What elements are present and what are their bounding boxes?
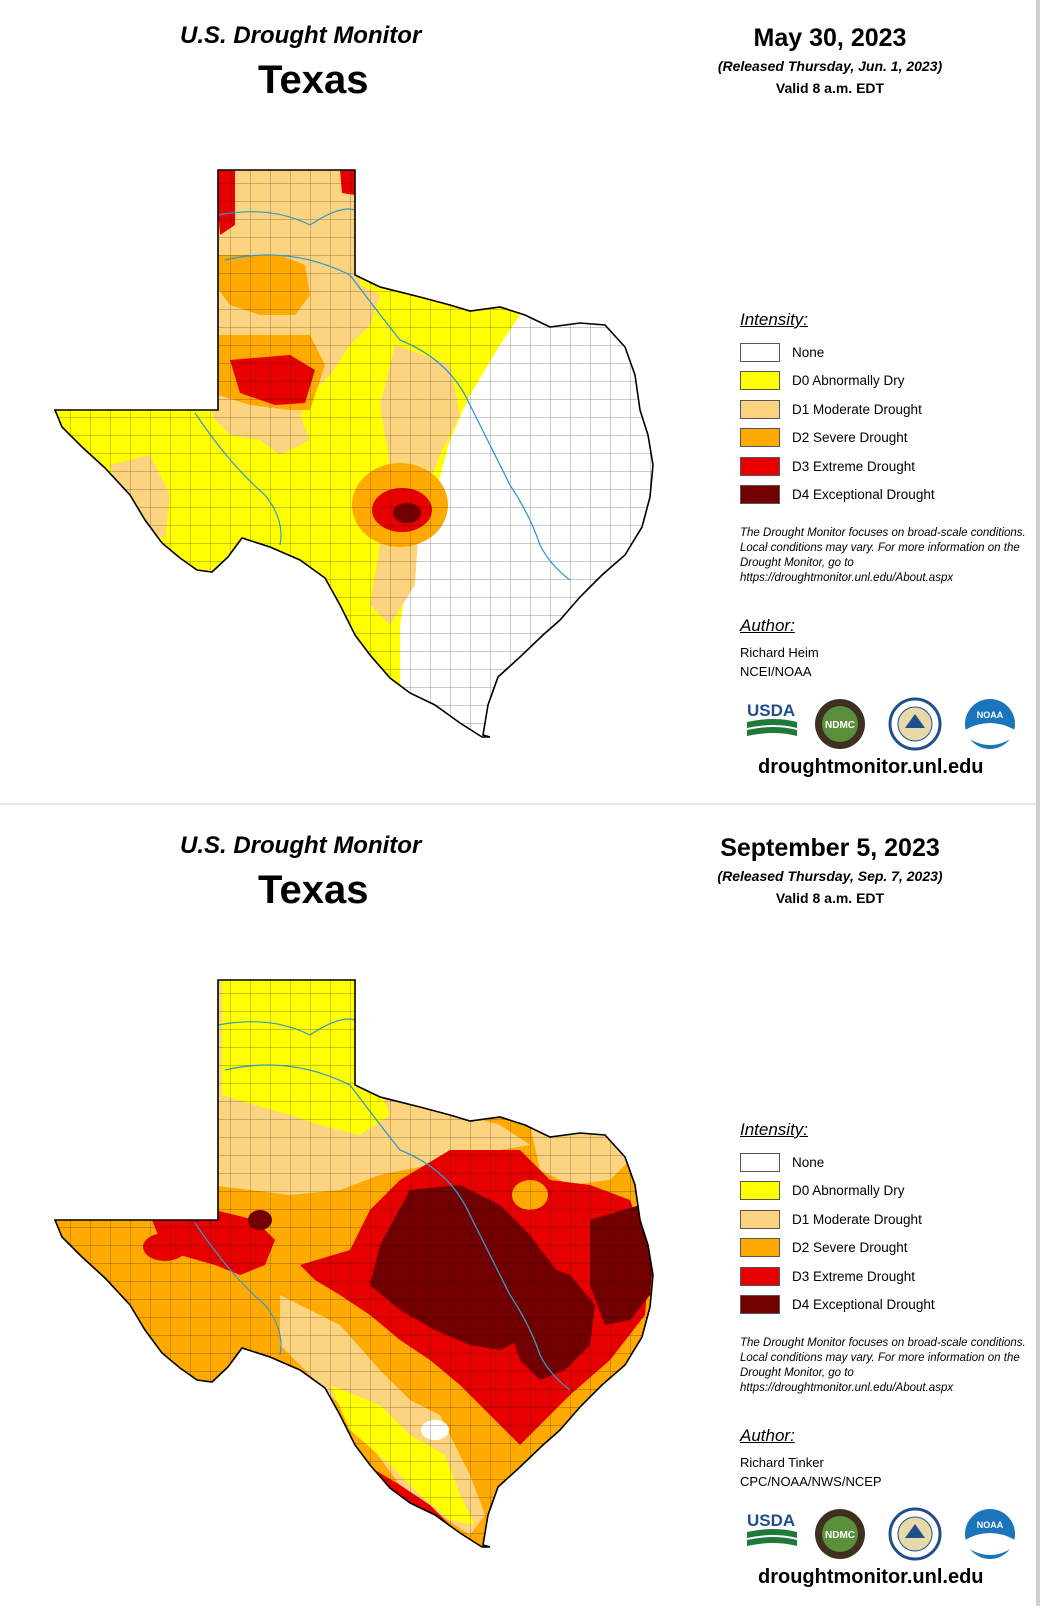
state-title: Texas	[258, 58, 369, 102]
legend-item-d3: D3 Extreme Drought	[740, 1262, 1030, 1291]
author-heading: Author:	[740, 616, 795, 635]
legend-swatch	[740, 1152, 780, 1172]
legend-label: D1 Moderate Drought	[792, 1211, 922, 1227]
texas-map	[53, 169, 654, 738]
legend-item-d0: D0 Abnormally Dry	[740, 1177, 1030, 1206]
author-org: NCEI/NOAA	[740, 664, 812, 679]
legend-item-d3: D3 Extreme Drought	[740, 452, 1030, 481]
legend-item-d4: D4 Exceptional Drought	[740, 1291, 1030, 1320]
map-date: May 30, 2023	[753, 24, 907, 52]
legend-swatch	[740, 1266, 780, 1286]
map-date: September 5, 2023	[720, 834, 940, 862]
author-org: CPC/NOAA/NWS/NCEP	[740, 1474, 882, 1489]
page-edge	[1036, 0, 1040, 1606]
texas-map	[53, 979, 654, 1548]
legend-label: None	[792, 344, 825, 360]
drought-map-panel-may: U.S. Drought Monitor Texas May 30, 2023 …	[0, 0, 1040, 800]
noaa-logo: NOAA	[965, 699, 1015, 749]
legend-item-d2: D2 Severe Drought	[740, 424, 1030, 453]
legend-label: D0 Abnormally Dry	[792, 373, 905, 389]
usda-logo: USDA	[747, 1511, 797, 1546]
legend-label: D4 Exceptional Drought	[792, 1297, 935, 1313]
legend-label: D2 Severe Drought	[792, 1240, 908, 1256]
author-name: Richard Heim	[740, 645, 819, 660]
legend: Intensity: None D0 Abnormally Dry D1 Mod…	[740, 310, 1030, 509]
state-title: Texas	[258, 868, 369, 912]
doc-seal-logo	[888, 1507, 942, 1561]
legend-swatch	[740, 428, 780, 448]
drought-map-panel-september: U.S. Drought Monitor Texas September 5, …	[0, 810, 1040, 1610]
header-title: U.S. Drought Monitor	[180, 832, 422, 859]
ndmc-logo: NDMC	[815, 1509, 865, 1559]
legend-swatch	[740, 1209, 780, 1229]
agency-logos: USDA NDMC NOAA	[747, 697, 1015, 751]
legend: Intensity: None D0 Abnormally Dry D1 Mod…	[740, 1120, 1030, 1319]
legend-swatch	[740, 371, 780, 391]
doc-seal-logo	[888, 697, 942, 751]
author-name: Richard Tinker	[740, 1455, 824, 1470]
legend-item-d1: D1 Moderate Drought	[740, 395, 1030, 424]
legend-label: D3 Extreme Drought	[792, 1268, 916, 1284]
legend-swatch	[740, 399, 780, 419]
panel-divider	[0, 803, 1040, 805]
valid-time: Valid 8 a.m. EDT	[775, 890, 885, 906]
header-title: U.S. Drought Monitor	[180, 22, 422, 49]
legend-swatch	[740, 342, 780, 362]
legend-item-d4: D4 Exceptional Drought	[740, 481, 1030, 510]
site-url[interactable]: droughtmonitor.unl.edu	[758, 756, 984, 778]
legend-title: Intensity:	[740, 1120, 809, 1139]
noaa-logo: NOAA	[965, 1509, 1015, 1559]
release-date: (Released Thursday, Sep. 7, 2023)	[717, 868, 943, 884]
legend-swatch	[740, 1181, 780, 1201]
legend-label: None	[792, 1154, 825, 1170]
legend-label: D1 Moderate Drought	[792, 401, 922, 417]
monitor-note: The Drought Monitor focuses on broad-sca…	[740, 527, 1026, 584]
legend-label: D4 Exceptional Drought	[792, 487, 935, 503]
valid-time: Valid 8 a.m. EDT	[775, 80, 885, 96]
ndmc-logo-text: NDMC	[825, 720, 855, 731]
legend-swatch	[740, 1238, 780, 1258]
legend-label: D2 Severe Drought	[792, 430, 908, 446]
monitor-note: The Drought Monitor focuses on broad-sca…	[740, 1337, 1026, 1394]
release-date: (Released Thursday, Jun. 1, 2023)	[717, 58, 943, 74]
legend-swatch	[740, 485, 780, 505]
usda-logo: USDA	[747, 701, 797, 736]
noaa-logo-text: NOAA	[977, 710, 1004, 720]
legend-label: D0 Abnormally Dry	[792, 1183, 905, 1199]
legend-item-d0: D0 Abnormally Dry	[740, 367, 1030, 396]
agency-logos: USDA NDMC NOAA	[747, 1507, 1015, 1561]
legend-item-none: None	[740, 338, 1030, 367]
ndmc-logo: NDMC	[815, 699, 865, 749]
legend-item-d2: D2 Severe Drought	[740, 1234, 1030, 1263]
ndmc-logo-text: NDMC	[825, 1530, 855, 1541]
legend-swatch	[740, 456, 780, 476]
legend-title: Intensity:	[740, 310, 809, 329]
noaa-logo-text: NOAA	[977, 1520, 1004, 1530]
legend-item-none: None	[740, 1148, 1030, 1177]
usda-logo-text: USDA	[747, 701, 795, 720]
usda-logo-text: USDA	[747, 1511, 795, 1530]
author-heading: Author:	[740, 1426, 795, 1445]
legend-item-d1: D1 Moderate Drought	[740, 1205, 1030, 1234]
legend-swatch	[740, 1295, 780, 1315]
site-url[interactable]: droughtmonitor.unl.edu	[758, 1566, 984, 1588]
legend-label: D3 Extreme Drought	[792, 458, 916, 474]
